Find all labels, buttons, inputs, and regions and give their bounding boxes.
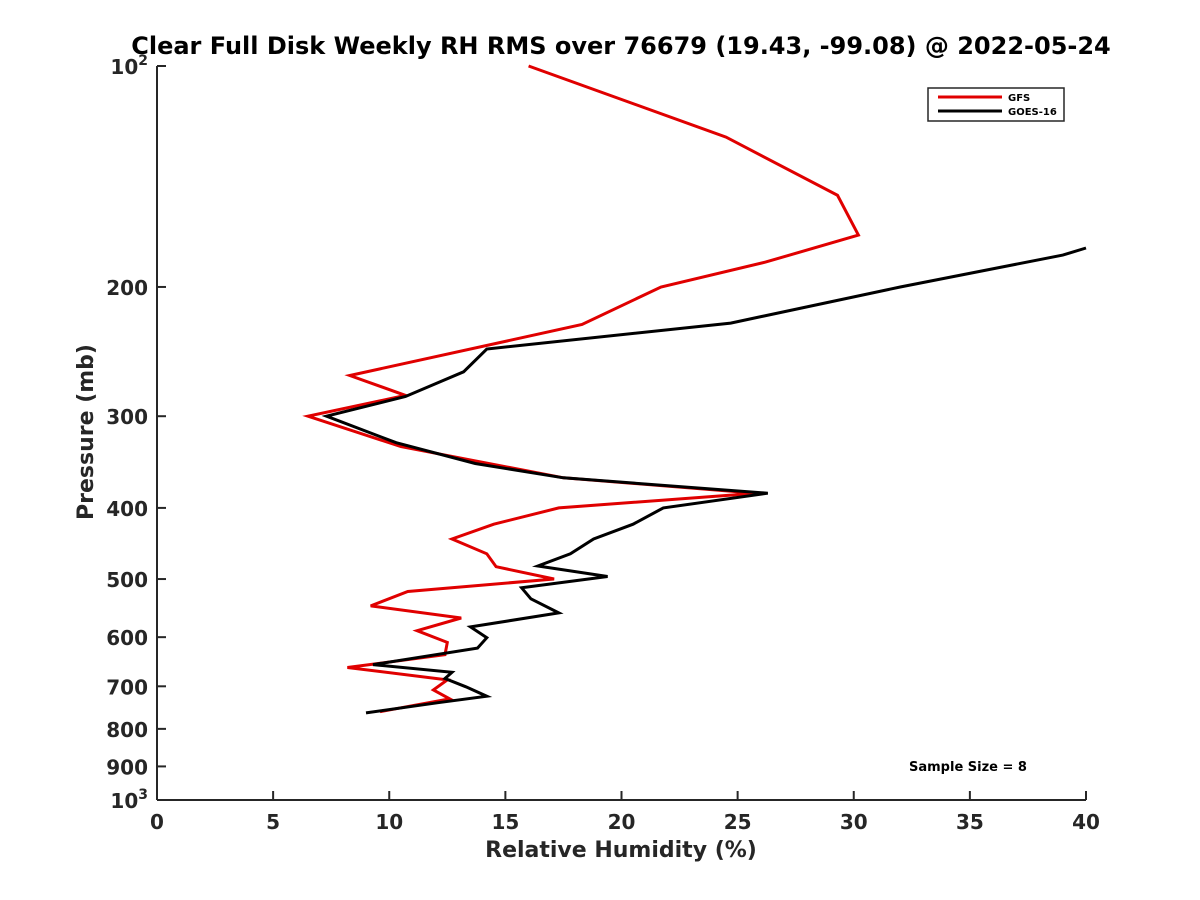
y-tick-label: 102 <box>110 53 148 79</box>
y-tick-label: 700 <box>106 675 148 699</box>
legend-box <box>927 87 1065 122</box>
legend-label: GFS <box>1008 93 1030 104</box>
series-line-gfs <box>302 64 861 714</box>
y-tick-label: 800 <box>106 718 148 742</box>
axes <box>156 66 1086 801</box>
x-tick-label: 40 <box>1072 810 1100 834</box>
y-tick-label: 400 <box>106 497 148 521</box>
legend-label: GOES-16 <box>1008 107 1057 118</box>
x-tick-label: 15 <box>491 810 519 834</box>
legend: GFS GOES-16 <box>927 87 1065 122</box>
plot-lines <box>302 64 1087 715</box>
y-tick-label: 300 <box>106 405 148 429</box>
x-tick-label: 30 <box>840 810 868 834</box>
x-tick-label: 25 <box>724 810 752 834</box>
y-tick-label: 900 <box>106 755 148 779</box>
series-line-goes-16 <box>321 246 1087 715</box>
x-tick-label: 35 <box>956 810 984 834</box>
y-tick-label: 200 <box>106 276 148 300</box>
x-tick-label: 20 <box>608 810 636 834</box>
ticks: 0 5 10 15 20 25 30 35 40 102 200 300 400 500 600 700 800… <box>106 53 1100 834</box>
y-tick-label: 600 <box>106 626 148 650</box>
chart-title: Clear Full Disk Weekly RH RMS over 76679… <box>131 32 1111 60</box>
x-tick-label: 10 <box>375 810 403 834</box>
x-axis-label: Relative Humidity (%) <box>485 838 757 863</box>
y-axis-label: Pressure (mb) <box>74 344 99 520</box>
sample-size-annotation: Sample Size = 8 <box>909 760 1027 775</box>
x-tick-label: 5 <box>266 810 280 834</box>
x-tick-label: 0 <box>150 810 164 834</box>
y-tick-label: 500 <box>106 568 148 592</box>
y-tick-label: 103 <box>110 787 148 813</box>
